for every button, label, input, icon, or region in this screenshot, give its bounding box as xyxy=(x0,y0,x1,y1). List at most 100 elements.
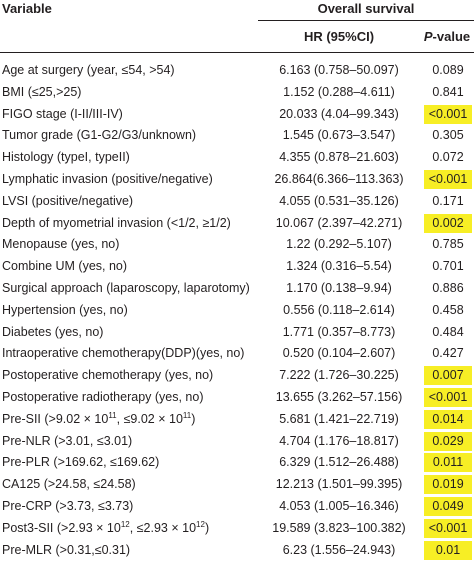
table-row: Pre-PLR (>169.62, ≤169.62) 6.329 (1.512–2… xyxy=(0,452,474,474)
variable-cell: Pre-CRP (>3.73, ≤3.73) xyxy=(2,498,134,513)
p-value-cell: 0.427 xyxy=(432,346,464,361)
variable-cell: BMI (≤25,>25) xyxy=(2,84,82,99)
variable-cell: Postoperative radiotherapy (yes, no) xyxy=(2,389,204,404)
table-row: Hypertension (yes, no) 0.556 (0.118–2.614… xyxy=(0,300,474,322)
table-row: Surgical approach (laparoscopy, laparoto… xyxy=(0,278,474,300)
table-row: BMI (≤25,>25) 1.152 (0.288–4.611) 0.841 xyxy=(0,82,474,104)
variable-cell: Hypertension (yes, no) xyxy=(2,302,128,317)
p-value-cell: 0.458 xyxy=(432,302,464,317)
variable-cell: Intraoperative chemotherapy(DDP)(yes, no… xyxy=(2,346,245,361)
hr-cell: 6.163 (0.758–50.097) xyxy=(279,63,399,77)
table-row: Menopause (yes, no) 1.22 (0.292–5.107) 0.7… xyxy=(0,234,474,256)
hr-cell: 4.355 (0.878–21.603) xyxy=(279,150,399,165)
p-value-cell-highlighted: 0.007 xyxy=(424,366,472,386)
variable-cell: Pre-PLR (>169.62, ≤169.62) xyxy=(2,455,160,470)
hr-cell: 6.329 (1.512–26.488) xyxy=(279,455,399,470)
variable-cell: Post3-SII (>2.93 × 1012, ≤2.93 × 1012) xyxy=(2,519,210,535)
table-row: Lymphatic invasion (positive/negative) 26… xyxy=(0,169,474,191)
hr-cell: 1.152 (0.288–4.611) xyxy=(283,84,395,99)
hr-cell: 10.067 (2.397–42.271) xyxy=(275,215,403,230)
variable-cell: FIGO stage (I-II/III-IV) xyxy=(2,106,123,121)
variable-part: 12 xyxy=(196,519,205,529)
p-value-cell-highlighted: <0.001 xyxy=(424,104,472,124)
table-row: Diabetes (yes, no) 1.771 (0.357–8.773) 0.4… xyxy=(0,322,474,344)
hr-cell: 19.589 (3.823–100.382) xyxy=(272,520,406,535)
p-value-cell: 0.785 xyxy=(432,237,464,252)
table-row: Intraoperative chemotherapy(DDP)(yes, no… xyxy=(0,343,474,365)
variable-part: ) xyxy=(191,411,196,426)
table-row: Pre-NLR (>3.01, ≤3.01) 4.704 (1.176–18.81… xyxy=(0,431,474,453)
p-italic: P xyxy=(423,29,433,44)
variable-cell: Lymphatic invasion (positive/negative) xyxy=(2,171,213,186)
header-row-1: Variable Overall survival xyxy=(0,0,474,20)
hr-cell: 1.545 (0.673–3.547) xyxy=(282,128,396,143)
table-row: Combine UM (yes, no) 1.324 (0.316–5.54) 0.… xyxy=(0,256,474,278)
variable-column-header: Variable xyxy=(2,1,52,16)
p-value-cell: 0.886 xyxy=(432,280,464,295)
p-value-cell: 0.484 xyxy=(432,324,464,339)
p-value-cell-highlighted: 0.029 xyxy=(424,431,472,451)
variable-part: 11 xyxy=(182,410,192,420)
table-row: Pre-MLR (>0.31,≤0.31) 6.23 (1.556–24.943)… xyxy=(0,540,474,561)
variable-cell: Diabetes (yes, no) xyxy=(2,324,104,339)
variable-cell: Pre-NLR (>3.01, ≤3.01) xyxy=(2,433,133,448)
table-row: Pre-CRP (>3.73, ≤3.73) 4.053 (1.005–16.34… xyxy=(0,496,474,518)
hr-cell: 0.556 (0.118–2.614) xyxy=(283,302,395,317)
variable-cell: Pre-SII (>9.02 × 1011, ≤9.02 × 1011) xyxy=(2,410,196,426)
hr-cell: 1.771 (0.357–8.773) xyxy=(282,324,396,339)
header-divider xyxy=(258,20,474,21)
p-value-cell-highlighted: <0.001 xyxy=(424,518,472,538)
table-row: Histology (typeI, typeII) 4.355 (0.878–21… xyxy=(0,147,474,169)
variable-cell: LVSI (positive/negative) xyxy=(2,193,134,208)
table-row: CA125 (>24.58, ≤24.58) 12.213 (1.501–99.3… xyxy=(0,474,474,496)
variable-cell: Tumor grade (G1-G2/G3/unknown) xyxy=(2,128,197,143)
variable-cell: Age at surgery (year, ≤54, >54) xyxy=(2,63,175,77)
p-value-cell-highlighted: 0.014 xyxy=(424,409,472,429)
p-value-cell-highlighted: 0.002 xyxy=(424,213,472,233)
variable-part: Post3-SII (>2.93 × 10 xyxy=(2,520,121,535)
table-row: LVSI (positive/negative) 4.055 (0.531–35.… xyxy=(0,191,474,213)
p-value-cell-highlighted: <0.001 xyxy=(424,169,472,189)
table-row: Depth of myometrial invasion (<1/2, ≥1/2… xyxy=(0,213,474,235)
table-row: Postoperative chemotherapy (yes, no) 7.22… xyxy=(0,365,474,387)
table-row: FIGO stage (I-II/III-IV) 20.033 (4.04–99.… xyxy=(0,104,474,126)
variable-part: ) xyxy=(204,520,210,535)
overall-survival-header: Overall survival xyxy=(317,1,415,16)
variable-part: Pre-SII (>9.02 × 10 xyxy=(2,411,109,426)
hr-cell: 6.23 (1.556–24.943) xyxy=(282,542,396,557)
table-body: Age at surgery (year, ≤54, >54) 6.163 (0.… xyxy=(0,60,474,561)
p-value-column-header: P-value xyxy=(420,29,474,44)
hr-cell: 20.033 (4.04–99.343) xyxy=(279,106,399,121)
variable-part: 12 xyxy=(120,519,130,529)
p-value-cell: 0.305 xyxy=(432,128,464,143)
p-value-cell-highlighted: 0.049 xyxy=(424,496,472,516)
hr-cell: 1.324 (0.316–5.54) xyxy=(286,259,392,274)
hr-cell: 5.681 (1.421–22.719) xyxy=(279,411,399,426)
table-row: Post3-SII (>2.93 × 1012, ≤2.93 × 1012) 19… xyxy=(0,518,474,540)
variable-part: , ≤2.93 × 10 xyxy=(129,520,197,535)
variable-cell: Menopause (yes, no) xyxy=(2,237,120,252)
variable-cell: Pre-MLR (>0.31,≤0.31) xyxy=(2,542,131,557)
hr-cell: 4.704 (1.176–18.817) xyxy=(279,433,399,448)
variable-cell: CA125 (>24.58, ≤24.58) xyxy=(2,477,136,492)
table-row: Tumor grade (G1-G2/G3/unknown) 1.545 (0.6… xyxy=(0,125,474,147)
variable-cell: Postoperative chemotherapy (yes, no) xyxy=(2,368,214,383)
p-value-cell: 0.089 xyxy=(432,63,464,77)
table-row: Pre-SII (>9.02 × 1011, ≤9.02 × 1011) 5.68… xyxy=(0,409,474,431)
p-value-cell-highlighted: 0.019 xyxy=(424,475,472,495)
hr-cell: 1.170 (0.138–9.94) xyxy=(286,280,392,295)
table-row: Postoperative radiotherapy (yes, no) 13.6… xyxy=(0,387,474,409)
hr-cell: 4.055 (0.531–35.126) xyxy=(279,193,399,208)
header-row-2: HR (95%CI) P-value xyxy=(0,22,474,50)
p-value-cell: 0.841 xyxy=(432,84,464,99)
p-value-cell-highlighted: 0.011 xyxy=(424,453,472,473)
p-value-cell-highlighted: <0.001 xyxy=(424,387,472,407)
variable-cell: Depth of myometrial invasion (<1/2, ≥1/2… xyxy=(2,215,231,230)
hr-cell: 12.213 (1.501–99.395) xyxy=(275,477,403,492)
hr-cell: 26.864(6.366–113.363) xyxy=(274,171,404,186)
variable-part: 11 xyxy=(108,410,117,420)
variable-cell: Surgical approach (laparoscopy, laparoto… xyxy=(2,280,250,295)
p-value-cell: 0.171 xyxy=(432,193,464,208)
p-value-cell: 0.701 xyxy=(432,259,464,274)
